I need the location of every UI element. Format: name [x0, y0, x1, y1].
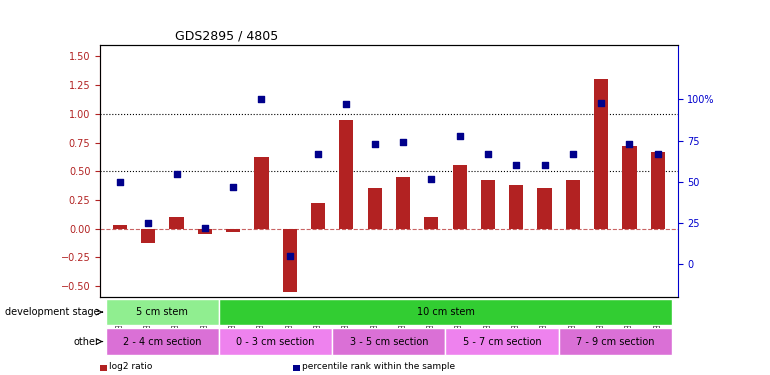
Bar: [254, 158, 269, 228]
Bar: [537, 188, 551, 228]
Point: [651, 151, 664, 157]
FancyBboxPatch shape: [446, 328, 559, 355]
Point: [312, 151, 324, 157]
FancyBboxPatch shape: [105, 328, 219, 355]
Bar: [453, 165, 467, 228]
FancyBboxPatch shape: [559, 328, 672, 355]
FancyBboxPatch shape: [219, 299, 672, 326]
Text: log2 ratio: log2 ratio: [109, 362, 152, 371]
Point: [256, 96, 268, 102]
Point: [454, 133, 466, 139]
Point: [567, 151, 579, 157]
Text: percentile rank within the sample: percentile rank within the sample: [302, 362, 455, 371]
Point: [170, 171, 182, 177]
Bar: [594, 80, 608, 228]
Bar: [424, 217, 438, 228]
Point: [510, 162, 522, 168]
FancyBboxPatch shape: [332, 328, 446, 355]
FancyBboxPatch shape: [219, 328, 332, 355]
Point: [595, 100, 608, 106]
Bar: [367, 188, 382, 228]
Text: GDS2895 / 4805: GDS2895 / 4805: [176, 30, 279, 42]
Point: [397, 140, 409, 146]
FancyBboxPatch shape: [105, 299, 219, 326]
Point: [227, 184, 239, 190]
Bar: [283, 228, 297, 292]
Text: 3 - 5 cm section: 3 - 5 cm section: [350, 336, 428, 346]
Bar: [169, 217, 183, 228]
Point: [283, 253, 296, 259]
Text: 2 - 4 cm section: 2 - 4 cm section: [123, 336, 202, 346]
Point: [369, 141, 381, 147]
Text: 7 - 9 cm section: 7 - 9 cm section: [576, 336, 654, 346]
Point: [425, 176, 437, 181]
Bar: [651, 152, 665, 228]
Bar: [340, 120, 353, 228]
Text: 5 cm stem: 5 cm stem: [136, 307, 189, 317]
Point: [114, 179, 126, 185]
Bar: [113, 225, 127, 228]
Bar: [396, 177, 410, 228]
Bar: [622, 146, 637, 228]
Point: [482, 151, 494, 157]
Bar: [226, 228, 240, 232]
Point: [142, 220, 155, 226]
Bar: [141, 228, 156, 243]
Bar: [480, 180, 495, 228]
Text: 0 - 3 cm section: 0 - 3 cm section: [236, 336, 315, 346]
Text: development stage: development stage: [5, 307, 99, 317]
Bar: [311, 203, 325, 228]
Bar: [566, 180, 580, 228]
Bar: [509, 185, 524, 228]
Text: 5 - 7 cm section: 5 - 7 cm section: [463, 336, 541, 346]
Point: [340, 101, 353, 107]
Point: [624, 141, 636, 147]
Bar: [198, 228, 212, 234]
Text: other: other: [73, 336, 99, 346]
Text: 10 cm stem: 10 cm stem: [417, 307, 474, 317]
Point: [538, 162, 551, 168]
Point: [199, 225, 211, 231]
